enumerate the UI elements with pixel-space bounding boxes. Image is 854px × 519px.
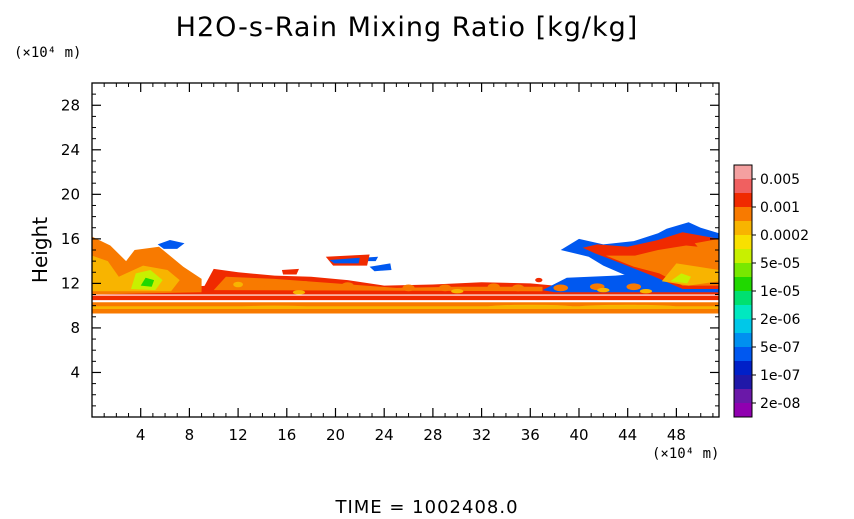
chart-title: H2O-s-Rain Mixing Ratio [kg/kg] <box>175 12 639 43</box>
contour-blob <box>487 283 500 291</box>
contour-region <box>694 238 719 255</box>
contour-blob <box>402 284 415 292</box>
x-tick-label: 40 <box>569 426 588 444</box>
y-tick-label: 16 <box>61 230 80 248</box>
contour-blob <box>233 281 243 288</box>
colorbar-swatch <box>734 375 752 390</box>
contour-field <box>92 222 719 314</box>
contour-blob <box>553 284 569 292</box>
x-tick-label: 4 <box>136 426 146 444</box>
contour-region <box>157 240 185 249</box>
contour-blob <box>597 287 610 293</box>
x-tick-label: 28 <box>423 426 442 444</box>
colorbar-swatch <box>734 361 752 376</box>
y-axis-unit: (×10⁴ m) <box>14 45 82 61</box>
x-tick-label: 20 <box>326 426 345 444</box>
y-tick-label: 24 <box>61 141 80 159</box>
colorbar-label: 5e-07 <box>760 340 800 356</box>
x-tick-label: 36 <box>521 426 540 444</box>
contour-region <box>329 257 360 264</box>
colorbar-label: 1e-07 <box>760 368 800 384</box>
contour-blob <box>451 288 464 294</box>
x-tick-label: 24 <box>375 426 394 444</box>
x-axis-unit: (×10⁴ m) <box>652 446 720 462</box>
colorbar-label: 2e-08 <box>760 396 800 412</box>
colorbar-swatch <box>734 277 752 292</box>
colorbar-label: 0.005 <box>760 172 800 188</box>
contour-region <box>92 295 719 301</box>
contour-region <box>140 277 155 287</box>
colorbar-swatch <box>734 235 752 250</box>
colorbar-swatch <box>734 193 752 208</box>
y-tick-label: 8 <box>70 319 80 337</box>
time-label: TIME = 1002408.0 <box>335 497 519 518</box>
x-tick-label: 32 <box>472 426 491 444</box>
colorbar-label: 0.0002 <box>760 228 809 244</box>
x-tick-label: 12 <box>229 426 248 444</box>
colorbar-swatch <box>734 179 752 194</box>
colorbar-label: 5e-05 <box>760 256 800 272</box>
contour-region <box>670 273 691 284</box>
colorbar: 0.005 0.001 0.0002 5e-05 1e-05 2e-06 5e-07 1e-0… <box>733 164 809 418</box>
colorbar-swatch <box>734 319 752 334</box>
colorbar-swatch <box>734 263 752 278</box>
contour-blob <box>512 284 525 292</box>
colorbar-swatch <box>734 165 752 180</box>
y-tick-label: 4 <box>70 363 80 381</box>
colorbar-swatch <box>734 291 752 306</box>
contour-blob <box>438 284 452 292</box>
colorbar-swatch <box>734 305 752 320</box>
x-tick-label: 8 <box>185 426 195 444</box>
colorbar-swatch <box>734 333 752 348</box>
contour-blob <box>578 304 677 309</box>
contour-blob <box>487 304 573 309</box>
x-tick-label: 48 <box>667 426 686 444</box>
colorbar-label: 2e-06 <box>760 312 800 328</box>
x-tick-label: 44 <box>618 426 637 444</box>
y-tick-label: 12 <box>61 274 80 292</box>
contour-region <box>369 263 392 272</box>
contour-blob <box>535 277 543 283</box>
contour-blob <box>256 280 269 287</box>
contour-blob <box>626 283 642 291</box>
contour-region <box>281 268 299 275</box>
contour-blob <box>341 282 354 289</box>
contour-blob <box>639 288 653 294</box>
colorbar-swatch <box>734 403 752 418</box>
contour-blob <box>292 290 306 295</box>
colorbar-swatch <box>734 249 752 264</box>
colorbar-swatch <box>734 389 752 404</box>
contour-region <box>213 276 543 292</box>
contour-blob <box>298 281 312 288</box>
colorbar-swatch <box>734 347 752 362</box>
colorbar-label: 0.001 <box>760 200 800 216</box>
colorbar-swatch <box>734 207 752 222</box>
y-tick-label: 20 <box>61 185 80 203</box>
colorbar-swatch <box>734 221 752 236</box>
contour-blob <box>238 305 312 310</box>
x-tick-label: 16 <box>277 426 296 444</box>
y-tick-label: 28 <box>61 96 80 114</box>
colorbar-label: 1e-05 <box>760 284 800 300</box>
